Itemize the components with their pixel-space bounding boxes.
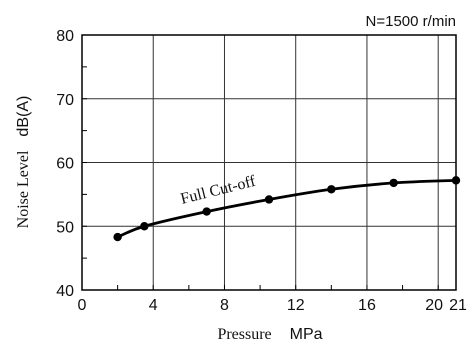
data-point: [202, 207, 211, 216]
y-axis-label: Noise Level dB(A): [15, 96, 32, 229]
grid: [82, 35, 456, 290]
tick-labels: 0 4 8 12 16 20 21 40 50 60 70 80: [56, 28, 467, 314]
x-axis-label: Pressure MPa: [217, 326, 322, 343]
x-tick-label: 21: [449, 297, 467, 314]
data-point: [113, 232, 122, 242]
y-tick-label: 40: [56, 283, 74, 300]
y-axis-label-unit: dB(A): [15, 96, 32, 137]
x-axis-label-unit: MPa: [290, 326, 323, 343]
data-point: [264, 195, 274, 204]
y-tick-label: 50: [56, 219, 74, 236]
x-tick-label: 0: [78, 297, 87, 314]
data-points: [113, 176, 461, 242]
x-tick-label: 8: [220, 297, 229, 314]
data-point: [389, 178, 398, 188]
x-tick-label: 20: [425, 297, 443, 314]
y-axis-label-main: Noise Level: [15, 150, 32, 228]
y-tick-label: 80: [56, 28, 74, 45]
data-point: [327, 185, 336, 194]
speed-annotation: N=1500 r/min: [366, 13, 456, 30]
data-point: [451, 176, 461, 185]
x-tick-label: 16: [358, 297, 376, 314]
x-tick-label: 4: [149, 297, 158, 314]
axes: [81, 34, 457, 291]
series-line: [116, 178, 458, 239]
y-tick-label: 60: [56, 156, 74, 173]
x-axis-label-main: Pressure: [217, 326, 271, 343]
y-tick-label: 70: [56, 92, 74, 109]
x-tick-label: 12: [287, 297, 305, 314]
data-point: [140, 222, 149, 231]
